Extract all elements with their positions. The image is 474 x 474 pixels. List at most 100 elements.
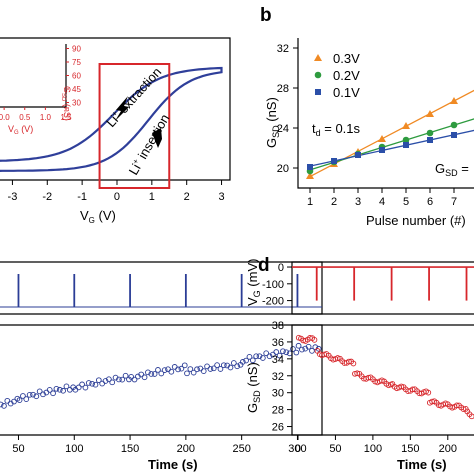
panel-b-fit-line: [309, 129, 474, 167]
panel-d-bottom-ytick-label: 32: [272, 371, 284, 383]
panel-c-point: [145, 369, 151, 376]
panel-c-point: [0, 401, 4, 408]
panel-c-point: [75, 384, 82, 391]
panel-b-xtick-label: 7: [451, 196, 457, 208]
panel-a-highlight-box: [98, 63, 171, 189]
legend-label: 0.2V: [333, 68, 360, 83]
panel-a-hysteresis-curve: [0, 66, 223, 172]
panel-c-point: [155, 367, 161, 373]
panel-c-point: [299, 346, 305, 353]
panel-c-point: [82, 384, 89, 391]
panel-c-point: [165, 366, 171, 373]
panel-d-label: d: [258, 255, 270, 276]
panel-c-point: [276, 352, 283, 359]
panel-c-point: [239, 359, 246, 365]
panel-d-point: [311, 337, 318, 343]
inset-ytick-label: 45: [72, 85, 81, 94]
panel-b-point: [426, 110, 434, 117]
panel-b-point: [451, 132, 457, 138]
panel-c-xlabel: Time (s): [148, 457, 198, 472]
inset-xtick-label: 1.0: [40, 113, 52, 122]
panel-b-xtick-label: 2: [331, 196, 337, 208]
panel-b-ytick-label: 28: [277, 83, 289, 95]
panel-d-xtick-label: 100: [364, 443, 382, 455]
legend-marker: [314, 71, 322, 79]
panel-b-ytick-label: 24: [277, 123, 289, 135]
panel-c-point: [158, 370, 165, 377]
panel-b-point: [379, 147, 385, 153]
panel-d-bottom-ytick-label: 28: [272, 405, 284, 417]
panel-c-point: [184, 370, 190, 377]
panel-c-point: [263, 350, 270, 357]
panel-c-point: [204, 363, 210, 370]
panel-c-point: [266, 353, 273, 360]
panel-d-bottom-ytick-label: 36: [272, 337, 284, 349]
panel-b-point: [331, 158, 337, 164]
panel-d-point: [346, 358, 352, 365]
panel-c-xtick-label: 200: [177, 443, 195, 455]
panel-c-point: [214, 362, 220, 368]
panel-a-arrow-down: [115, 96, 129, 121]
panel-c-point: [92, 381, 99, 388]
panel-a-insertion-label: Li+ insertion: [126, 112, 173, 178]
panel-b-point: [402, 122, 410, 129]
legend-marker: [314, 54, 322, 61]
panel-d-bottom-ytick-label: 26: [272, 422, 284, 434]
panel-c-point: [50, 390, 56, 397]
panel-c-point: [168, 368, 175, 375]
panel-a: -3 -2 -1 0 1 2 3 VG (V) Li+ extraction Li+ ins…: [0, 37, 231, 225]
panel-c-point: [309, 348, 315, 354]
panel-c-point: [178, 365, 185, 372]
panel-d-bottom-ytick-label: 38: [272, 320, 284, 332]
panel-b-xtick-label: 5: [403, 196, 409, 208]
legend-marker: [315, 89, 321, 95]
panel-c-point: [234, 363, 241, 370]
panel-c-point: [16, 397, 23, 403]
panel-d-bottom-axes: [291, 324, 474, 436]
panel-d-xtick-label: 0: [295, 443, 301, 455]
panel-d-xlabel: Time (s): [397, 457, 447, 472]
panel-b-label: b: [260, 5, 272, 26]
panel-d-xtick-label: 150: [401, 443, 419, 455]
panel-c-point: [253, 353, 260, 360]
panel-c-point: [151, 371, 158, 377]
panel-a-xtick-label: 0: [114, 191, 120, 203]
panel-d-point: [398, 383, 405, 390]
panel-b-ytick-label: 20: [277, 163, 289, 175]
panel-b-point: [307, 164, 313, 170]
panel-b: b 1 2 3 4 5 6 7 20 24 28 32 0.3V 0.2V 0.1V Pulse num…: [260, 5, 474, 228]
inset-xtick-label: 1.5: [60, 113, 72, 122]
inset-xtick-label: 0.5: [19, 113, 31, 122]
panel-d-bottom-ytick-label: 34: [272, 354, 284, 366]
panel-b-point: [450, 121, 458, 129]
panel-c-point: [227, 364, 234, 371]
panel-c-point: [89, 380, 95, 387]
panel-a-xtick-label: 1: [149, 191, 155, 203]
inset-xtick-label: 0.0: [0, 113, 10, 122]
panel-d-top-axes: [291, 261, 474, 315]
panel-c-point: [20, 393, 26, 399]
panel-c-point: [66, 386, 73, 393]
panel-c-point: [161, 367, 168, 373]
panel-a-axes: [0, 37, 231, 181]
panel-d-point: [350, 360, 357, 367]
inset-ytick-label: 90: [72, 45, 81, 54]
panel-c-point: [30, 391, 36, 398]
panel-c: 50 100 150 200 250 300 Time (s): [0, 261, 323, 472]
inset-xlabel: VG (V): [8, 124, 33, 136]
panel-c-point: [171, 364, 178, 370]
panel-c-xtick-label: 300: [288, 443, 306, 455]
panel-c-point: [60, 387, 66, 394]
inset-ytick-label: 60: [72, 72, 81, 81]
panel-c-point: [79, 381, 85, 388]
panel-a-xtick-label: 3: [218, 191, 224, 203]
panel-c-point: [138, 371, 145, 378]
panel-c-point: [102, 378, 109, 384]
panel-c-point: [194, 366, 200, 373]
panel-c-point: [26, 391, 33, 398]
panel-c-point: [256, 353, 263, 360]
panel-d-top-ytick-label: 0: [278, 262, 284, 274]
panel-b-point: [427, 137, 433, 143]
panel-c-point: [53, 385, 60, 392]
panel-c-point: [116, 376, 122, 383]
